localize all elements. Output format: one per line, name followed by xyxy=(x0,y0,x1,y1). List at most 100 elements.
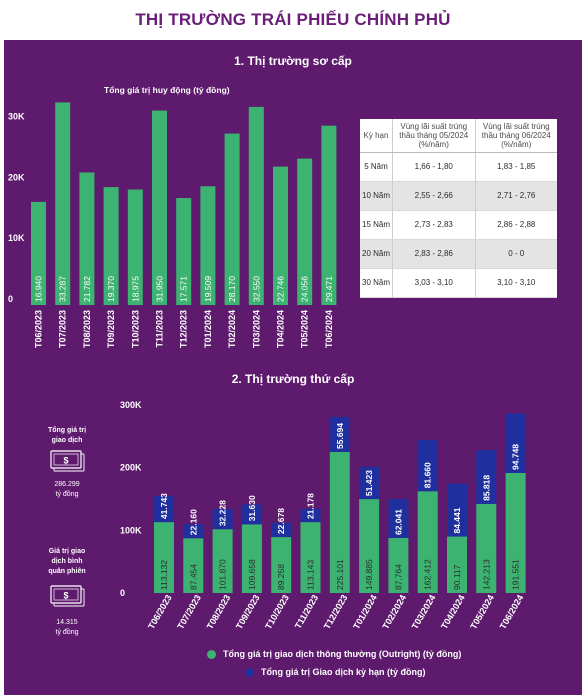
data-label-term: 84.441 xyxy=(452,507,462,533)
y-tick-label: 10K xyxy=(8,233,25,243)
page-title: THỊ TRƯỜNG TRÁI PHIẾU CHÍNH PHỦ xyxy=(135,10,451,29)
bar-outright xyxy=(212,529,233,593)
bar-outright xyxy=(154,522,174,593)
x-tick-label: T04/2024 xyxy=(439,593,467,631)
bar-term xyxy=(154,495,174,523)
x-tick-label: T02/2024 xyxy=(380,593,408,631)
bar-term xyxy=(417,440,438,492)
avg-stat-label-2: dịch bình xyxy=(51,558,83,565)
x-tick-label: T06/2023 xyxy=(34,310,44,348)
rates-cell-may: 2,55 - 2,66 xyxy=(392,181,476,211)
bar-term xyxy=(388,499,409,539)
primary-section-title: 1. Thị trường sơ cấp xyxy=(234,54,352,68)
bar xyxy=(31,201,46,305)
money-icon: $ xyxy=(50,450,85,472)
table-row: 5 Năm 1,66 - 1,80 1,83 - 1,85 xyxy=(360,152,557,182)
bar-outright xyxy=(271,537,292,593)
data-label-outright: 191.551 xyxy=(511,559,521,590)
bar-outright xyxy=(300,522,321,593)
bar xyxy=(224,133,240,305)
y-tick-label: 100K xyxy=(120,525,142,535)
x-tick-label: T08/2023 xyxy=(205,593,233,631)
rates-cell-term: 15 Năm xyxy=(360,210,393,240)
bar-term xyxy=(329,417,350,452)
x-tick-label: T07/2023 xyxy=(58,310,68,348)
data-label-outright: 87.764 xyxy=(393,564,403,590)
data-label-outright: 89.258 xyxy=(276,564,286,590)
x-tick-label: T10/2023 xyxy=(263,593,291,631)
rates-cell-term: 30 Năm xyxy=(360,268,393,298)
total-stat: Tổng giá trị giao dịch xyxy=(34,426,100,446)
data-label-outright: 101.870 xyxy=(218,559,228,590)
x-tick-label: T08/2023 xyxy=(82,310,92,348)
rates-cell-may: 2,83 - 2,86 xyxy=(392,239,476,269)
data-label: 18.975 xyxy=(130,276,140,302)
bar-term xyxy=(212,508,233,530)
total-stat-number: 286.299 xyxy=(54,481,80,488)
bar-term xyxy=(359,466,380,500)
bar xyxy=(200,186,216,305)
x-tick-label: T12/2023 xyxy=(179,310,189,348)
x-tick-label: T06/2024 xyxy=(324,310,334,348)
x-tick-label: T03/2024 xyxy=(410,593,438,631)
legend-swatch-navy xyxy=(245,667,254,677)
rates-cell-term: 20 Năm xyxy=(360,239,393,269)
bar xyxy=(176,198,192,305)
avg-stat-number: 14.315 xyxy=(56,619,78,626)
svg-text:$: $ xyxy=(63,456,68,466)
x-tick-label: T11/2023 xyxy=(155,310,165,348)
data-label-outright: 162.412 xyxy=(423,559,433,590)
data-label: 31.950 xyxy=(155,276,165,302)
total-stat-label-2: giao dịch xyxy=(51,437,83,444)
avg-stat-unit: tỷ đồng xyxy=(55,629,79,636)
rates-cell-term: 5 Năm xyxy=(360,152,393,182)
secondary-section-title: 2. Thị trường thứ cấp xyxy=(231,372,355,386)
data-label-term: 51.423 xyxy=(364,470,374,496)
bar-outright xyxy=(505,472,526,593)
total-stat-unit: tỷ đồng xyxy=(55,491,79,498)
data-label-term: 22.678 xyxy=(276,508,286,534)
rates-cell-may: 2,73 - 2,83 xyxy=(392,210,476,240)
avg-stat-label-3: quân phiên xyxy=(48,568,86,575)
data-label: 24.056 xyxy=(300,276,310,302)
x-tick-label: T01/2024 xyxy=(203,310,213,348)
bar-outright xyxy=(388,538,409,593)
bar-outright xyxy=(447,536,467,593)
data-label-term: 41.743 xyxy=(159,493,169,519)
bar xyxy=(273,166,288,305)
legend-label-term: Tổng giá trị Giao dịch kỳ hạn (tỷ đồng) xyxy=(261,667,426,677)
data-label: 19.509 xyxy=(203,276,213,302)
bar xyxy=(297,158,313,305)
y-tick-label: 300K xyxy=(120,400,142,410)
data-label: 28.170 xyxy=(227,276,237,302)
bar-outright xyxy=(241,524,262,593)
bar-outright xyxy=(183,538,204,593)
rates-cell-june: 3,10 - 3,10 xyxy=(475,268,557,298)
total-stat-label-1: Tổng giá trị xyxy=(47,427,87,434)
data-label: 17.571 xyxy=(179,276,189,302)
data-label-term: 85.818 xyxy=(481,475,491,501)
rates-table: Kỳ hạn Vùng lãi suất trúng thầu tháng 05… xyxy=(360,119,557,298)
x-tick-label: T06/2023 xyxy=(146,593,174,631)
money-icon: $ xyxy=(50,585,85,607)
x-tick-label: T05/2024 xyxy=(300,310,310,348)
bar-term xyxy=(241,504,262,525)
data-label: 29.471 xyxy=(324,276,334,302)
table-row: 20 Năm 2,83 - 2,86 0 - 0 xyxy=(360,239,557,269)
bar-term xyxy=(271,522,292,538)
rates-cell-may: 1,66 - 1,80 xyxy=(392,152,476,182)
rates-cell-june: 0 - 0 xyxy=(475,239,557,269)
table-row: 10 Năm 2,55 - 2,66 2,71 - 2,76 xyxy=(360,181,557,211)
data-label-term: 62.041 xyxy=(393,509,403,535)
bar xyxy=(55,102,71,305)
data-label: 19.370 xyxy=(106,276,116,302)
y-tick-label: 30K xyxy=(8,111,25,121)
table-row: 30 Năm 3,03 - 3,10 3,10 - 3,10 xyxy=(360,268,557,298)
x-tick-label: T05/2024 xyxy=(468,593,496,631)
bar-outright xyxy=(476,503,497,593)
data-label-term: 94.748 xyxy=(511,444,521,470)
avg-stat-label-1: Giá trị giao xyxy=(48,548,86,555)
data-label-term: 31.630 xyxy=(247,495,257,521)
data-label-outright: 113.132 xyxy=(159,560,169,590)
